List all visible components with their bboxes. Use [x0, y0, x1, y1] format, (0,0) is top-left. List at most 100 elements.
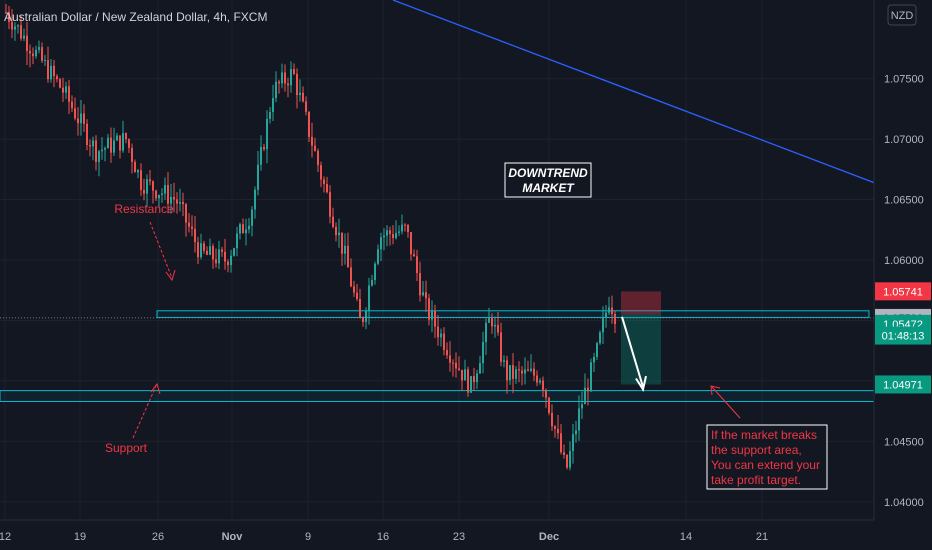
zones-layer	[0, 291, 875, 402]
candle-body	[179, 201, 181, 204]
candle-body	[272, 98, 274, 113]
candle-body	[410, 232, 412, 255]
candle-body	[17, 25, 19, 27]
candle-body	[263, 146, 265, 150]
candle-body	[140, 170, 142, 190]
candle-body	[26, 35, 28, 51]
candle-body	[284, 72, 286, 84]
candle-body	[440, 333, 442, 338]
candle-body	[419, 273, 421, 296]
candle-body	[32, 53, 34, 57]
candle-body	[38, 47, 40, 50]
candle-body	[443, 333, 445, 350]
price-tick-label: 1.06500	[884, 195, 924, 207]
price-tick-label: 1.07000	[884, 134, 924, 146]
candle-body	[74, 108, 76, 119]
candle-body	[590, 362, 592, 392]
time-tick-label: Nov	[222, 531, 244, 543]
candle-body	[386, 230, 388, 236]
candle-body	[305, 101, 307, 112]
candle-body	[200, 243, 202, 258]
candle-body	[374, 263, 376, 281]
candle-body	[251, 209, 253, 226]
resistance-arrow-head	[165, 269, 176, 282]
candle-body	[524, 369, 526, 374]
candle-body	[563, 452, 565, 455]
price-axis-panel[interactable]	[874, 0, 932, 550]
currency-badge-label: NZD	[891, 10, 914, 22]
candle-body	[557, 428, 559, 434]
candle-body	[65, 86, 67, 93]
time-tick-label: 14	[680, 531, 692, 543]
candle-body	[170, 196, 172, 204]
candle-body	[425, 292, 427, 299]
candle-body	[404, 224, 406, 226]
candle-body	[23, 35, 25, 39]
down-arrow-shaft	[621, 316, 644, 388]
candle-body	[371, 280, 373, 286]
candle-body	[356, 292, 358, 300]
candle-body	[452, 362, 454, 364]
candle-body	[155, 190, 157, 199]
candle-body	[344, 245, 346, 254]
support-arrow	[132, 385, 157, 439]
candle-body	[551, 412, 553, 427]
candle-body	[578, 408, 580, 431]
candle-body	[128, 139, 130, 148]
currency-badge[interactable]	[887, 4, 917, 26]
time-axis[interactable]: 12 19 26 Nov 9 16 23 Dec 14 21	[0, 531, 768, 543]
candle-body	[359, 299, 361, 319]
time-tick-label: 21	[756, 531, 768, 543]
candle-body	[269, 112, 271, 119]
candle-body	[572, 434, 574, 451]
candle-body	[56, 76, 58, 80]
candle-body	[167, 184, 169, 204]
candle-body	[317, 150, 319, 166]
candle-body	[278, 81, 280, 84]
candle-body	[491, 318, 493, 327]
candle-body	[185, 204, 187, 223]
candle-body	[29, 50, 31, 54]
candle-body	[392, 234, 394, 239]
candle-body	[290, 69, 292, 86]
candle-body	[554, 426, 556, 429]
candle-body	[191, 226, 193, 229]
take-profit-zone	[621, 314, 661, 385]
candle-body	[326, 183, 328, 193]
candle-body	[347, 245, 349, 268]
candle-body	[176, 199, 178, 204]
stop-loss-zone	[621, 291, 661, 315]
candle-body	[401, 224, 403, 232]
note-arrow	[711, 386, 741, 419]
candle-body	[422, 292, 424, 296]
candle-body	[395, 232, 397, 239]
candle-body	[8, 12, 10, 22]
candle-body	[533, 368, 535, 376]
candle-body	[293, 69, 295, 74]
support-zone	[0, 390, 875, 402]
candle-body	[146, 179, 148, 194]
candle-body	[44, 60, 46, 62]
candle-body	[62, 87, 64, 93]
candle-body	[221, 249, 223, 252]
candle-body	[203, 243, 205, 251]
candle-body	[518, 369, 520, 371]
candle-body	[485, 322, 487, 343]
candle-body	[98, 151, 100, 162]
candle-body	[497, 324, 499, 333]
candle-body	[464, 369, 466, 381]
candle-body	[227, 261, 229, 266]
candle-body	[377, 249, 379, 264]
candle-body	[245, 229, 247, 234]
candle-body	[50, 65, 52, 80]
candle-body	[416, 256, 418, 274]
resistance-label: Resistance	[114, 202, 174, 216]
candle-body	[584, 387, 586, 405]
candle-body	[476, 373, 478, 383]
candle-body	[461, 369, 463, 381]
price-label-take-profit	[875, 375, 931, 394]
candle-body	[437, 326, 439, 338]
candle-body	[539, 380, 541, 383]
candle-body	[482, 342, 484, 364]
